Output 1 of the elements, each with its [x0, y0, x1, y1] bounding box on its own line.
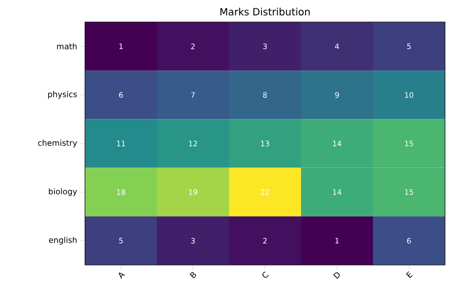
chart-title: Marks Distribution	[220, 8, 310, 16]
